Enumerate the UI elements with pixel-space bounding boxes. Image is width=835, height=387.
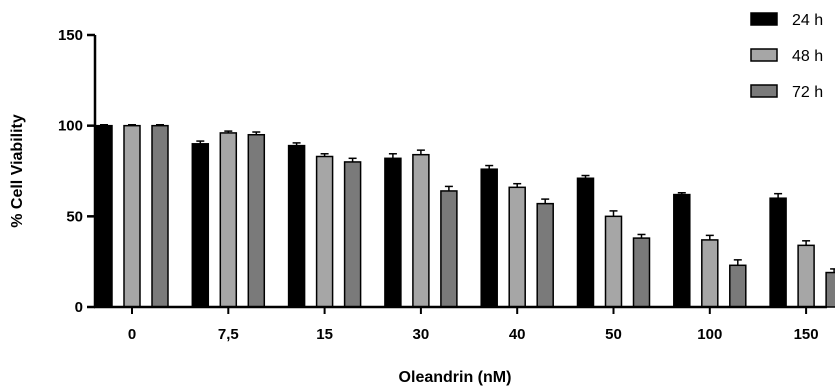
bar-48h-7 — [797, 244, 815, 308]
legend-swatch-24h — [750, 12, 778, 26]
bar-48h-6 — [701, 239, 719, 308]
x-tick-label-3: 30 — [413, 326, 430, 343]
bar-24h-1 — [191, 143, 210, 308]
bar-72h-5 — [632, 237, 651, 308]
x-tick-label-5: 50 — [605, 326, 622, 343]
bar-48h-5 — [604, 215, 623, 308]
x-tick-label-0: 0 — [128, 326, 136, 343]
x-tick-label-4: 40 — [509, 326, 526, 343]
legend-swatch-48h — [750, 48, 778, 62]
bar-48h-0 — [123, 124, 141, 308]
legend: 24 h 48 h 72 h — [750, 12, 823, 101]
bar-24h-6 — [673, 193, 691, 308]
bar-24h-4 — [480, 168, 498, 308]
y-axis-title: % Cell Viability — [9, 114, 26, 228]
x-tick-label-6: 100 — [697, 326, 722, 343]
bar-24h-3 — [384, 157, 402, 308]
bar-72h-3 — [440, 190, 458, 308]
bar-48h-4 — [508, 186, 526, 308]
x-tick-label-2: 15 — [316, 326, 333, 343]
bar-24h-7 — [769, 197, 787, 308]
y-tick-label-1: 50 — [66, 208, 83, 225]
legend-label-24h: 24 h — [792, 12, 823, 29]
bar-72h-2 — [343, 161, 362, 308]
legend-label-48h: 48 h — [792, 48, 823, 65]
bar-48h-1 — [219, 132, 238, 308]
legend-swatch-72h — [750, 84, 778, 98]
bar-72h-0 — [151, 124, 169, 308]
bar-24h-0 — [95, 124, 113, 308]
bar-72h-4 — [536, 202, 554, 308]
y-tick-label-3: 150 — [58, 27, 83, 44]
bar-72h-1 — [247, 133, 266, 308]
bar-72h-6 — [729, 264, 747, 308]
x-tick-label-1: 7,5 — [218, 326, 239, 343]
bar-48h-3 — [412, 153, 430, 308]
bars — [95, 124, 835, 308]
legend-label-72h: 72 h — [792, 84, 823, 101]
x-axis-title: Oleandrin (nM) — [399, 369, 512, 386]
axes: 0 7,5 15 30 40 50 100 150 0 50 100 150 — [58, 27, 827, 343]
y-tick-label-0: 0 — [75, 299, 83, 316]
bar-72h-7 — [825, 271, 835, 308]
bar-48h-2 — [315, 155, 334, 308]
bar-24h-2 — [287, 144, 306, 308]
bar-24h-5 — [576, 177, 595, 308]
y-tick-label-2: 100 — [58, 118, 83, 135]
x-tick-label-7: 150 — [794, 326, 819, 343]
error-bars — [100, 124, 835, 273]
